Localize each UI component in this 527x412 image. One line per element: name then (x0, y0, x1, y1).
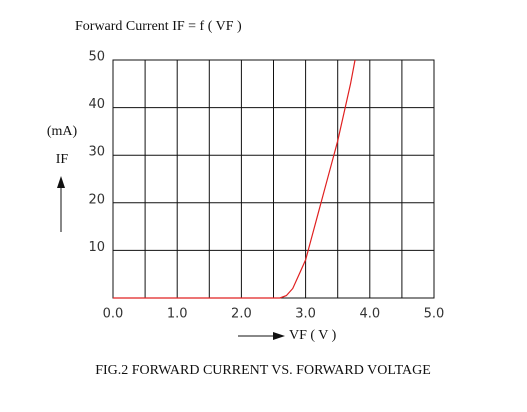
y-tick-label: 50 (88, 50, 105, 65)
y-arrow (57, 176, 65, 232)
y-unit: (mA) (47, 124, 78, 139)
y-tick-label: 10 (88, 240, 105, 255)
y-label: IF (56, 152, 69, 167)
y-tick-label: 20 (88, 192, 105, 207)
y-tick-label: 40 (88, 97, 105, 112)
x-tick-label: 5.0 (424, 307, 445, 322)
x-tick-label: 1.0 (167, 307, 188, 322)
x-tick-label: 3.0 (295, 307, 316, 322)
caption: FIG.2 FORWARD CURRENT VS. FORWARD VOLTAG… (95, 363, 431, 378)
x-tick-label: 0.0 (103, 307, 124, 322)
x-tick-label: 4.0 (359, 307, 380, 322)
x-arrow (238, 332, 285, 340)
chart-title: Forward Current IF = f ( VF ) (75, 19, 242, 34)
x-tick-label: 2.0 (231, 307, 252, 322)
x-label: VF ( V ) (289, 328, 337, 343)
series-line (113, 59, 356, 299)
y-tick-label: 30 (88, 145, 105, 160)
